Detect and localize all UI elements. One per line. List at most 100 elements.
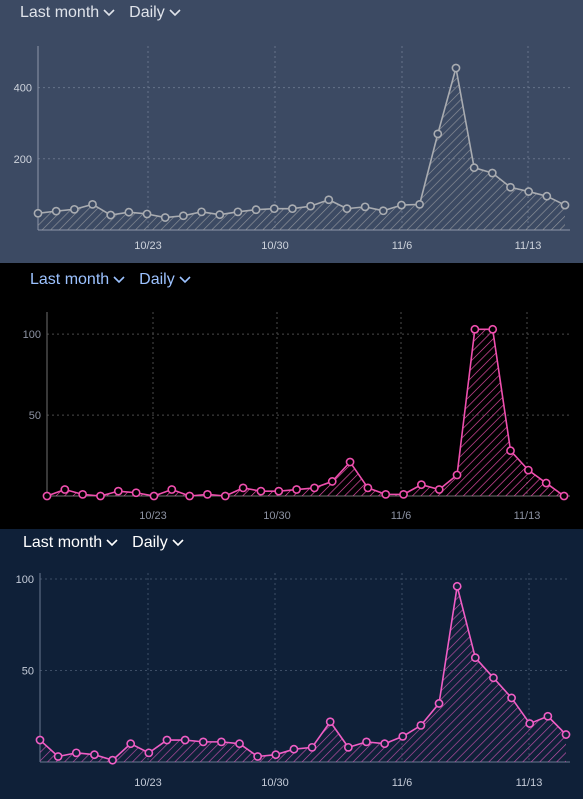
data-point[interactable] <box>180 735 190 745</box>
data-point[interactable] <box>90 750 99 760</box>
data-point[interactable] <box>325 717 335 727</box>
data-point[interactable] <box>238 483 248 493</box>
data-point[interactable] <box>274 486 284 496</box>
data-point[interactable] <box>144 748 154 758</box>
data-point[interactable] <box>289 744 299 754</box>
data-point[interactable] <box>69 204 79 214</box>
data-point[interactable] <box>398 731 408 741</box>
data-point[interactable] <box>71 748 81 758</box>
data-point[interactable] <box>507 693 516 703</box>
data-point[interactable] <box>487 168 497 178</box>
data-point[interactable] <box>415 199 425 209</box>
data-point[interactable] <box>327 477 337 486</box>
data-point[interactable] <box>53 752 63 761</box>
data-point[interactable] <box>524 187 534 196</box>
data-point[interactable] <box>506 182 515 192</box>
data-point[interactable] <box>96 491 105 501</box>
data-point[interactable] <box>108 755 117 765</box>
data-point[interactable] <box>343 742 353 752</box>
data-point[interactable] <box>203 489 212 499</box>
data-point[interactable] <box>251 205 261 215</box>
data-point[interactable] <box>541 478 551 488</box>
data-point[interactable] <box>380 739 390 749</box>
data-point[interactable] <box>271 750 281 760</box>
chevron-down-icon <box>113 271 125 289</box>
data-point[interactable] <box>399 489 408 499</box>
data-point[interactable] <box>397 200 406 210</box>
data-point[interactable] <box>542 191 552 201</box>
data-point[interactable] <box>113 486 123 496</box>
data-point[interactable] <box>162 735 172 745</box>
data-point[interactable] <box>288 204 297 214</box>
data-point[interactable] <box>269 204 279 214</box>
data-point[interactable] <box>378 206 388 216</box>
data-point[interactable] <box>470 324 480 334</box>
range-dropdown[interactable]: Last month <box>23 534 118 552</box>
data-point[interactable] <box>35 735 45 745</box>
data-point[interactable] <box>416 720 426 730</box>
data-point[interactable] <box>345 457 355 467</box>
data-point[interactable] <box>33 208 43 218</box>
data-point[interactable] <box>506 446 515 456</box>
range-dropdown[interactable]: Last month <box>20 4 115 22</box>
data-point[interactable] <box>197 207 206 217</box>
data-point[interactable] <box>60 485 70 494</box>
data-point[interactable] <box>149 491 159 501</box>
data-point[interactable] <box>324 195 334 205</box>
data-point[interactable] <box>51 206 61 216</box>
chart-controls: Last month Daily <box>30 271 191 289</box>
data-point[interactable] <box>452 470 462 480</box>
data-point[interactable] <box>256 486 266 496</box>
data-point[interactable] <box>525 719 535 728</box>
interval-dropdown[interactable]: Daily <box>139 271 191 289</box>
data-point[interactable] <box>126 739 136 749</box>
data-point[interactable] <box>363 483 373 493</box>
chevron-down-icon <box>169 4 181 22</box>
data-point[interactable] <box>131 488 141 498</box>
data-point[interactable] <box>561 730 571 739</box>
data-point[interactable] <box>142 209 152 219</box>
data-point[interactable] <box>381 489 391 499</box>
data-point[interactable] <box>160 213 170 222</box>
data-point[interactable] <box>216 737 226 747</box>
data-point[interactable] <box>185 491 195 501</box>
data-point[interactable] <box>167 485 177 494</box>
data-point[interactable] <box>488 324 498 334</box>
data-point[interactable] <box>124 207 134 217</box>
data-point[interactable] <box>306 201 315 211</box>
data-point[interactable] <box>434 699 444 708</box>
data-point[interactable] <box>469 163 479 173</box>
data-point[interactable] <box>470 653 480 663</box>
data-point[interactable] <box>235 739 244 749</box>
data-point[interactable] <box>106 210 116 220</box>
data-point[interactable] <box>292 485 301 494</box>
data-point[interactable] <box>433 129 443 139</box>
range-dropdown[interactable]: Last month <box>30 271 125 289</box>
data-point[interactable] <box>489 673 498 683</box>
data-point[interactable] <box>342 204 352 214</box>
data-point[interactable] <box>198 737 208 747</box>
data-point[interactable] <box>310 483 319 493</box>
data-point[interactable] <box>523 465 533 475</box>
interval-dropdown[interactable]: Daily <box>132 534 184 552</box>
data-point[interactable] <box>560 200 570 210</box>
data-point[interactable] <box>253 752 263 761</box>
data-point[interactable] <box>416 480 426 490</box>
data-point[interactable] <box>220 491 230 501</box>
data-point[interactable] <box>360 202 370 212</box>
data-point[interactable] <box>434 485 444 494</box>
data-point[interactable] <box>178 211 188 221</box>
x-tick-label: 10/23 <box>134 240 162 252</box>
data-point[interactable] <box>452 581 462 591</box>
data-point[interactable] <box>543 711 553 721</box>
data-point[interactable] <box>215 210 225 220</box>
data-point[interactable] <box>42 491 52 501</box>
data-point[interactable] <box>78 489 88 499</box>
data-point[interactable] <box>559 491 569 501</box>
data-point[interactable] <box>88 199 97 209</box>
data-point[interactable] <box>307 742 317 752</box>
data-point[interactable] <box>451 63 461 73</box>
data-point[interactable] <box>362 737 371 747</box>
data-point[interactable] <box>233 207 243 217</box>
interval-dropdown[interactable]: Daily <box>129 4 181 22</box>
